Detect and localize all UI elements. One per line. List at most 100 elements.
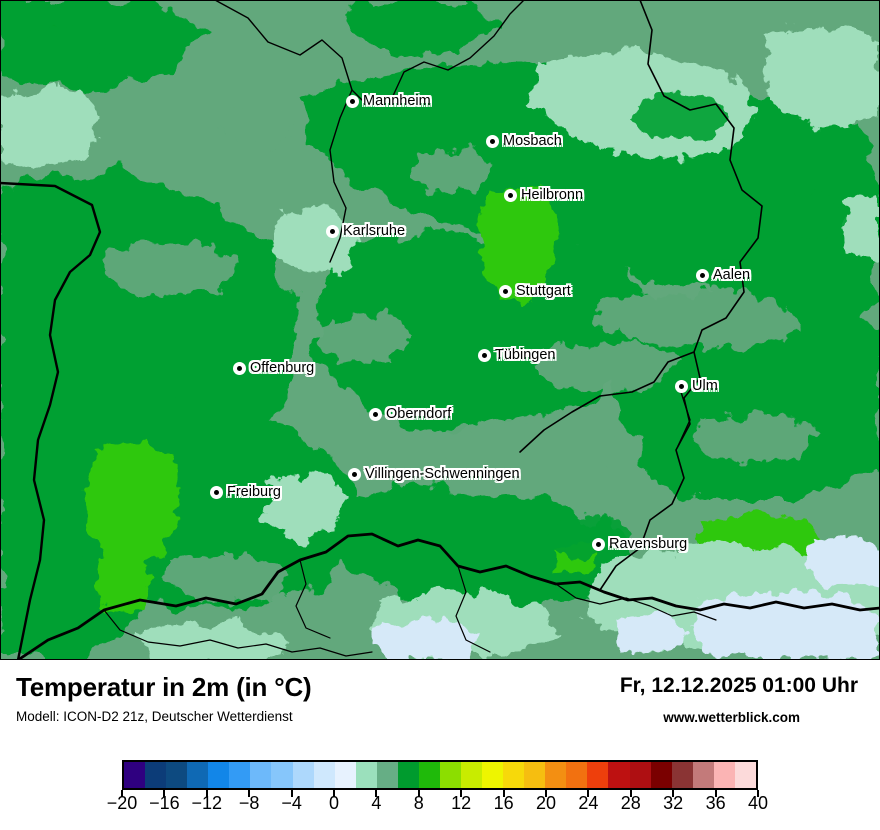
- city-dot-icon: [479, 349, 490, 361]
- city-label: Freiburg: [227, 484, 281, 500]
- city-dot-icon: [347, 95, 358, 107]
- city-label: Oberndorf: [386, 406, 452, 422]
- colorbar-swatch: [439, 762, 461, 788]
- colorbar-swatch: [587, 762, 609, 788]
- band-minus2-0c-group: [370, 534, 880, 660]
- temperature-map[interactable]: Mannheim Mosbach Heilbronn Karlsruhe Aalen St…: [0, 0, 880, 660]
- colorbar-tick-label: 40: [747, 793, 769, 813]
- colorbar-swatch: [692, 762, 714, 788]
- colorbar-tick: [502, 790, 505, 797]
- valid-time: Fr, 12.12.2025 01:00 Uhr: [619, 674, 858, 697]
- colorbar-tick: [672, 790, 675, 797]
- colorbar-swatch: [734, 762, 756, 788]
- colorbar-swatch: [250, 762, 272, 788]
- city-dot-icon: [349, 468, 360, 480]
- city-label: Ravensburg: [609, 536, 688, 552]
- colorbar-tick-label: −12: [191, 793, 223, 813]
- colorbar-swatch: [418, 762, 440, 788]
- colorbar-swatch: [355, 762, 377, 788]
- colorbar-tick-label: 20: [535, 793, 557, 813]
- city-dot-icon: [593, 538, 604, 550]
- colorbar-tick-label: 36: [705, 793, 726, 813]
- colorbar-tick: [205, 790, 208, 797]
- website-credit: www.wetterblick.com: [663, 710, 800, 725]
- administrative-borders: [0, 0, 880, 660]
- city-dot-icon: [327, 225, 338, 237]
- city-marker[interactable]: Ravensburg: [593, 536, 687, 552]
- colorbar-tick: [333, 790, 335, 797]
- city-marker[interactable]: Offenburg: [234, 360, 314, 376]
- city-marker[interactable]: Aalen: [697, 267, 750, 283]
- chart-title: Temperatur in 2m (in °C): [16, 672, 312, 702]
- colorbar-tick: [545, 790, 547, 797]
- colorbar-tick-label: 0: [328, 793, 340, 813]
- city-marker[interactable]: Villingen-Schwenningen: [349, 466, 520, 482]
- colorbar-tick-label: −4: [281, 793, 302, 813]
- colorbar-tick-label: 24: [578, 793, 599, 813]
- legend-footer: Temperatur in 2m (in °C) Modell: ICON-D2…: [0, 660, 880, 830]
- model-subtitle: Modell: ICON-D2 21z, Deutscher Wetterdie…: [16, 709, 293, 724]
- city-label: Stuttgart: [516, 283, 571, 299]
- colorbar-tick-label: 4: [371, 793, 382, 813]
- city-marker[interactable]: Tübingen: [479, 347, 555, 363]
- colorbar-swatch: [334, 762, 356, 788]
- colorbar-tick-label: −20: [106, 793, 138, 813]
- colorbar-tick: [417, 790, 420, 797]
- city-dot-icon: [234, 362, 245, 374]
- city-marker[interactable]: Karlsruhe: [327, 223, 405, 239]
- city-marker[interactable]: Mosbach: [487, 133, 562, 149]
- colorbar-tick-label: −16: [149, 793, 180, 813]
- colorbar-swatch: [629, 762, 651, 788]
- colorbar-swatch: [482, 762, 504, 788]
- colorbar-swatch: [187, 762, 209, 788]
- colorbar-tick-label: 16: [493, 793, 514, 813]
- colorbar-swatch: [124, 762, 146, 788]
- colorbar-swatch: [461, 762, 483, 788]
- city-dot-icon: [370, 408, 381, 420]
- city-label: Villingen-Schwenningen: [365, 466, 520, 482]
- colorbar-tick: [248, 790, 251, 797]
- city-dot-icon: [697, 269, 708, 281]
- colorbar-tick: [587, 790, 590, 797]
- temperature-field-svg: [0, 0, 880, 660]
- colorbar-tick-label: −8: [238, 793, 260, 813]
- city-marker[interactable]: Oberndorf: [370, 406, 451, 422]
- colorbar-swatch: [397, 762, 419, 788]
- colorbar-swatch: [166, 762, 188, 788]
- city-label: Ulm: [692, 378, 718, 394]
- city-label: Offenburg: [250, 360, 315, 376]
- colorbar-swatch: [376, 762, 398, 788]
- city-marker[interactable]: Mannheim: [347, 93, 431, 109]
- temperature-colorbar[interactable]: [122, 760, 758, 790]
- colorbar-swatch: [145, 762, 167, 788]
- colorbar-swatch: [524, 762, 546, 788]
- colorbar-swatch: [545, 762, 567, 788]
- city-label: Karlsruhe: [343, 223, 406, 239]
- city-marker[interactable]: Heilbronn: [505, 187, 583, 203]
- city-marker[interactable]: Freiburg: [211, 484, 281, 500]
- city-label: Aalen: [713, 267, 751, 283]
- colorbar-swatch: [229, 762, 251, 788]
- colorbar-swatch: [503, 762, 525, 788]
- colorbar-swatch: [292, 762, 314, 788]
- colorbar-tick: [163, 790, 166, 797]
- city-label: Mannheim: [363, 93, 431, 109]
- colorbar-tick-label: 32: [663, 793, 684, 813]
- city-marker[interactable]: Stuttgart: [500, 283, 571, 299]
- city-marker[interactable]: Ulm: [676, 378, 718, 394]
- mottling-group-2: [20, 24, 848, 558]
- colorbar-tick: [629, 790, 632, 797]
- colorbar-swatch: [713, 762, 735, 788]
- colorbar-swatch: [608, 762, 630, 788]
- mottling-group: [104, 104, 820, 602]
- city-dot-icon: [487, 135, 498, 147]
- colorbar-ticks: [121, 790, 759, 798]
- city-label: Mosbach: [503, 133, 562, 149]
- colorbar-tick: [460, 790, 463, 797]
- colorbar-swatch: [313, 762, 335, 788]
- colorbar-tick: [714, 790, 717, 797]
- colorbar-swatch: [650, 762, 672, 788]
- city-dot-icon: [500, 285, 511, 297]
- colorbar-tick: [121, 790, 123, 797]
